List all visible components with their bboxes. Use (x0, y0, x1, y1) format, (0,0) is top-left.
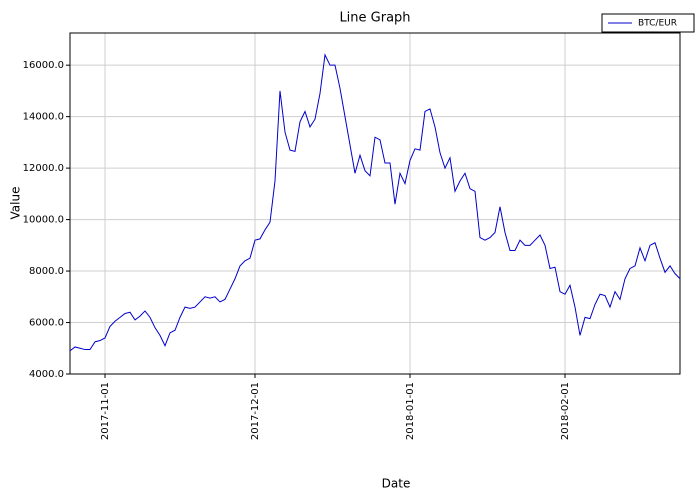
y-tick-label: 4000.0 (29, 369, 64, 380)
plot-frame (69, 32, 681, 375)
y-tick-label: 16000.0 (23, 60, 64, 71)
y-axis-label: Value (9, 187, 23, 220)
legend-box (601, 13, 695, 33)
x-tick-label: 2017-12-01 (250, 382, 261, 440)
y-tick-label: 10000.0 (23, 215, 64, 226)
y-tick-label: 14000.0 (23, 112, 64, 123)
x-tick-label: 2018-02-01 (560, 382, 571, 440)
y-tick-label: 6000.0 (29, 318, 64, 329)
y-tick-label: 8000.0 (29, 266, 64, 277)
x-tick-label: 2017-11-01 (100, 382, 111, 440)
chart-title: Line Graph (339, 11, 410, 26)
data-line (69, 53, 681, 352)
legend-label: BTC/EUR (638, 19, 677, 29)
x-tick-label: 2018-01-01 (405, 382, 416, 440)
y-tick-label: 12000.0 (23, 163, 64, 174)
x-axis-label: Date (382, 477, 411, 491)
